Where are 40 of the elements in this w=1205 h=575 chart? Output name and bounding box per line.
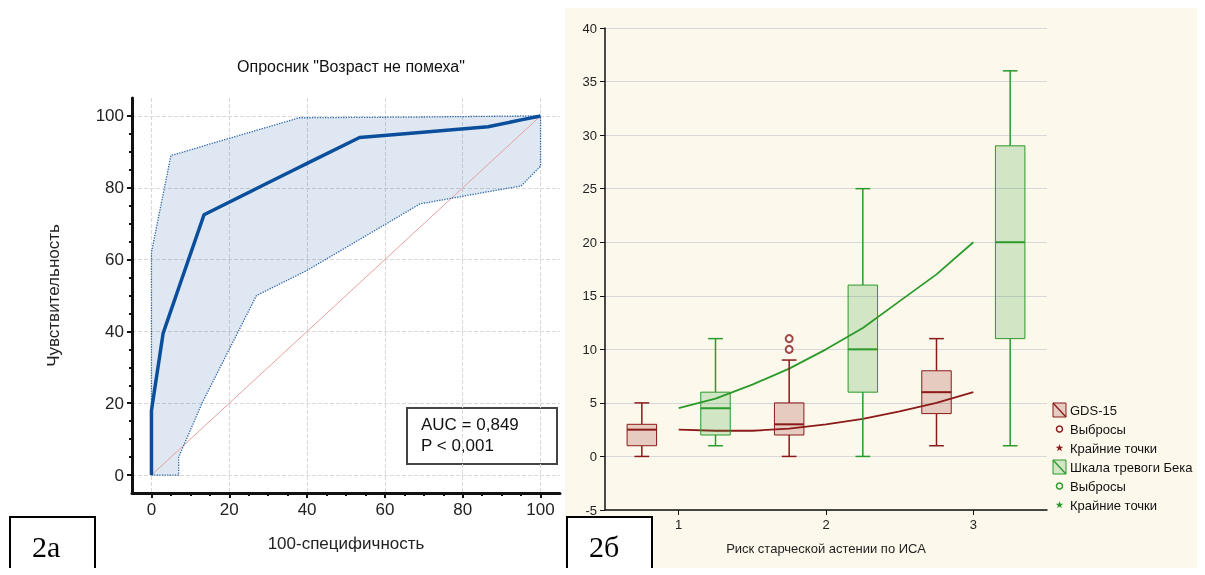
- line-series: [677, 241, 975, 410]
- y-tick-label: 0: [589, 448, 597, 464]
- legend-label: Шкала тревоги Бека: [1070, 459, 1194, 475]
- y-tick-label: 20: [582, 234, 597, 250]
- chart-title: Опросник "Возраст не помеха": [237, 57, 465, 75]
- text: 2а: [32, 529, 61, 563]
- x-tick-label: 3: [969, 517, 977, 532]
- line-series: [677, 391, 975, 432]
- x-tick-label: 2: [822, 517, 830, 532]
- annotation: P < 0,001: [421, 436, 494, 455]
- y-tick-label: 15: [582, 288, 597, 304]
- legend-label: Крайние точки: [1070, 440, 1158, 456]
- y-tick-label: 40: [105, 321, 124, 341]
- y-tick-label: 40: [582, 20, 597, 36]
- x-tick-label: 40: [297, 500, 317, 519]
- y-tick-label: -5: [585, 502, 597, 518]
- text: 2б: [589, 529, 620, 563]
- y-tick-label: 100: [95, 106, 124, 126]
- x-tick-label: 100: [526, 500, 555, 519]
- x-axis-title: 100-специфичность: [267, 534, 425, 553]
- y-tick-label: 0: [114, 465, 124, 485]
- x-tick-label: 1: [675, 517, 683, 532]
- x-tick-label: 20: [219, 500, 239, 519]
- y-tick-label: 35: [582, 74, 597, 90]
- legend-label: Крайние точки: [1070, 497, 1158, 513]
- y-tick-label: 30: [582, 127, 597, 143]
- x-axis-title: Риск старческой астении по ИСА: [726, 541, 927, 556]
- x-tick-label: 80: [453, 500, 473, 519]
- y-tick-label: 80: [105, 178, 124, 198]
- y-tick-label: 5: [589, 395, 597, 411]
- y-tick-label: 10: [582, 341, 597, 357]
- y-tick-label: 20: [105, 393, 124, 413]
- legend-label: Выбросы: [1070, 478, 1126, 494]
- legend-label: Выбросы: [1070, 421, 1126, 437]
- x-tick-label: 0: [146, 500, 157, 519]
- y-tick-label: 60: [105, 250, 124, 270]
- x-tick-label: 60: [375, 500, 395, 519]
- legend-label: GDS-15: [1070, 402, 1117, 418]
- y-axis-title: Чувствительность: [44, 223, 63, 367]
- y-tick-label: 25: [582, 181, 597, 197]
